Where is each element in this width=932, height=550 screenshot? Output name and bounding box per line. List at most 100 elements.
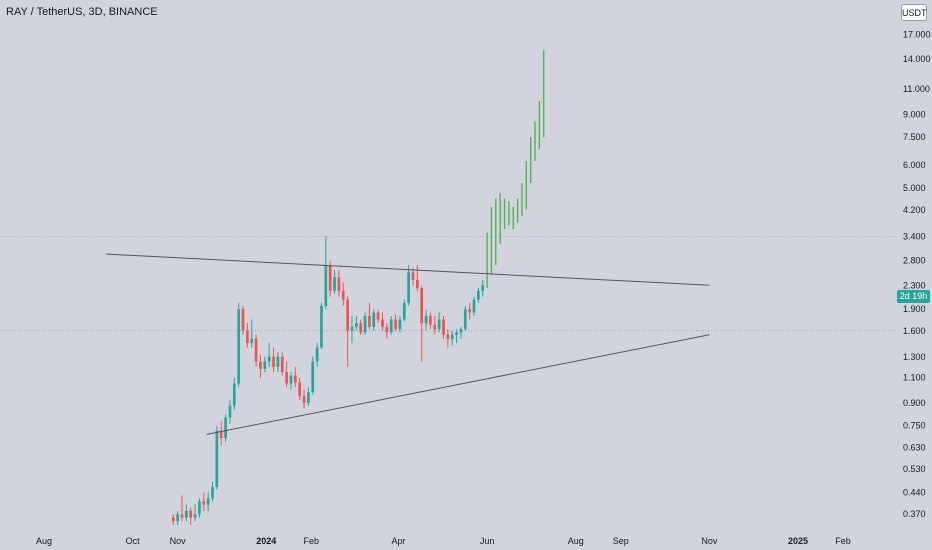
candle-0 bbox=[171, 514, 175, 525]
candle-6 bbox=[198, 498, 201, 518]
candle-3 bbox=[185, 504, 188, 522]
candle-29 bbox=[298, 377, 302, 401]
candle-40 bbox=[346, 296, 349, 367]
candle-30 bbox=[302, 389, 306, 409]
candle-24 bbox=[276, 352, 280, 373]
candle-51 bbox=[394, 314, 397, 331]
candle-body-44 bbox=[363, 315, 367, 333]
trendlines[interactable] bbox=[106, 253, 710, 435]
candle-body-6 bbox=[198, 501, 201, 515]
candle-body-51 bbox=[394, 319, 397, 330]
price-tick-19: 0.440 bbox=[903, 488, 926, 498]
candle-66 bbox=[459, 326, 463, 339]
candle-37 bbox=[333, 269, 336, 294]
candle-body-65 bbox=[455, 332, 458, 335]
candle-70 bbox=[477, 288, 480, 303]
candle-body-66 bbox=[459, 329, 463, 333]
candle-body-23 bbox=[272, 356, 275, 367]
price-tick-13: 1.300 bbox=[903, 352, 926, 362]
price-tick-6: 5.000 bbox=[903, 183, 926, 193]
candle-body-58 bbox=[424, 315, 428, 324]
candle-26 bbox=[285, 361, 288, 388]
candle-body-33 bbox=[315, 347, 319, 362]
candle-body-3 bbox=[185, 510, 188, 518]
candle-body-28 bbox=[293, 375, 297, 383]
candle-10 bbox=[215, 425, 219, 490]
candle-body-50 bbox=[389, 319, 393, 333]
candle-54 bbox=[407, 265, 410, 306]
candle-body-54 bbox=[407, 272, 410, 303]
candle-body-42 bbox=[354, 323, 358, 327]
candle-body-27 bbox=[289, 375, 293, 384]
candle-14 bbox=[232, 377, 236, 411]
candle-body-63 bbox=[446, 334, 450, 339]
candle-31 bbox=[307, 387, 310, 406]
candle-36 bbox=[328, 260, 332, 297]
candle-body-37 bbox=[333, 277, 336, 291]
candle-body-18 bbox=[250, 338, 254, 344]
candle-41 bbox=[350, 315, 354, 344]
time-tick-5: Apr bbox=[391, 536, 405, 546]
price-axis[interactable]: 17.000 14.000 11.000 9.000 7.500 6.000 5.000 4.… bbox=[897, 0, 932, 550]
candle-body-46 bbox=[372, 312, 376, 327]
candle-body-41 bbox=[350, 326, 354, 331]
price-tick-2: 11.000 bbox=[903, 84, 930, 94]
candle-body-26 bbox=[285, 372, 288, 384]
candle-43 bbox=[359, 319, 363, 335]
candle-19 bbox=[254, 334, 258, 367]
candle-body-43 bbox=[359, 323, 363, 333]
candle-body-59 bbox=[429, 315, 432, 325]
candle-body-70 bbox=[477, 290, 480, 300]
candle-56 bbox=[415, 265, 419, 291]
price-tick-17: 0.630 bbox=[903, 443, 926, 453]
candle-body-0 bbox=[171, 517, 175, 522]
candle-50 bbox=[389, 315, 393, 335]
candle-27 bbox=[289, 372, 293, 390]
candle-1 bbox=[176, 510, 180, 525]
candle-2 bbox=[180, 495, 184, 522]
candle-21 bbox=[263, 356, 267, 373]
resistance-trendline bbox=[106, 253, 710, 286]
candle-61 bbox=[437, 312, 441, 333]
currency-unit-button[interactable]: USDT bbox=[901, 4, 927, 21]
price-tick-5: 6.000 bbox=[903, 160, 926, 170]
candle-body-40 bbox=[346, 299, 349, 331]
support-trendline bbox=[206, 334, 710, 435]
price-tick-18: 0.530 bbox=[903, 464, 926, 474]
candle-4 bbox=[189, 507, 193, 525]
price-tick-10: 2.300 bbox=[903, 280, 926, 290]
candle-59 bbox=[429, 312, 432, 330]
candle-63 bbox=[446, 329, 450, 348]
price-tick-0: 17.000 bbox=[903, 30, 931, 40]
candle-body-12 bbox=[224, 417, 227, 438]
candle-35 bbox=[324, 236, 328, 310]
chart-title: RAY / TetherUS, 3D, BINANCE bbox=[6, 6, 158, 18]
candle-body-53 bbox=[402, 302, 406, 320]
time-axis[interactable]: Aug Oct Nov 2024 Feb Apr Jun Aug Sep Nov 2025 Feb bbox=[36, 536, 851, 546]
candle-32 bbox=[311, 356, 315, 395]
time-tick-11: Feb bbox=[835, 536, 851, 546]
candle-48 bbox=[381, 312, 384, 331]
candle-body-39 bbox=[341, 290, 345, 300]
price-tick-15: 0.900 bbox=[903, 398, 926, 408]
candle-12 bbox=[224, 414, 227, 442]
candle-body-17 bbox=[246, 330, 249, 344]
price-tick-8: 3.400 bbox=[903, 231, 926, 241]
candle-body-71 bbox=[481, 285, 485, 291]
candles[interactable] bbox=[171, 236, 485, 525]
candle-47 bbox=[376, 309, 380, 324]
candle-body-55 bbox=[411, 272, 415, 280]
candle-body-14 bbox=[232, 383, 236, 406]
candle-7 bbox=[202, 492, 206, 511]
time-tick-10: 2025 bbox=[788, 536, 808, 546]
price-tick-16: 0.750 bbox=[903, 421, 926, 431]
time-tick-4: Feb bbox=[304, 536, 320, 546]
candle-body-8 bbox=[206, 498, 210, 505]
candle-body-2 bbox=[180, 514, 184, 518]
candle-body-19 bbox=[254, 338, 258, 362]
candle-body-5 bbox=[193, 514, 197, 518]
time-tick-6: Jun bbox=[480, 536, 495, 546]
candle-body-48 bbox=[381, 319, 384, 327]
candle-39 bbox=[341, 282, 345, 306]
